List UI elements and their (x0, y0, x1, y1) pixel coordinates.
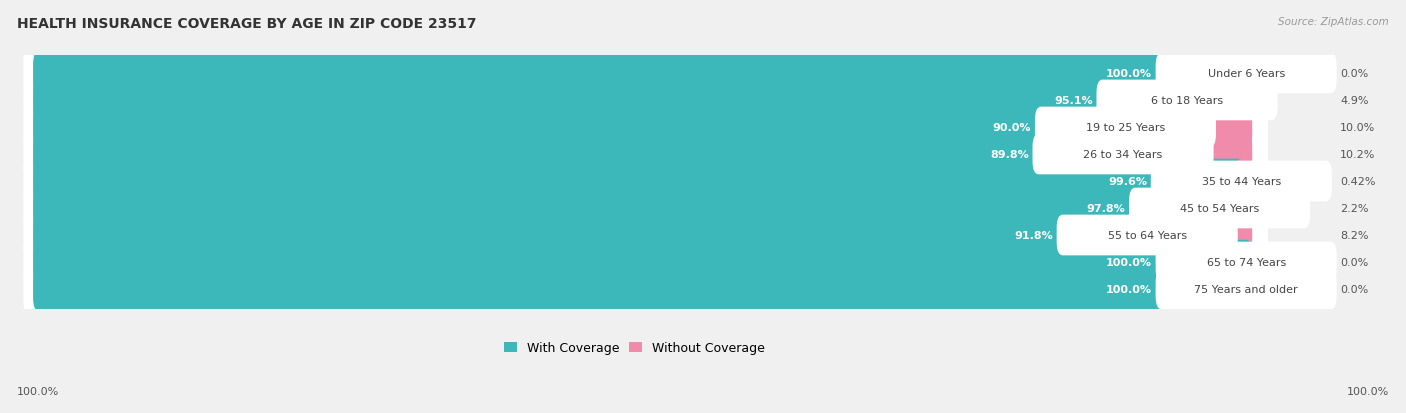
FancyBboxPatch shape (34, 213, 1153, 258)
Text: 6 to 18 Years: 6 to 18 Years (1152, 96, 1223, 106)
Text: 45 to 54 Years: 45 to 54 Years (1180, 204, 1260, 214)
Text: 2.2%: 2.2% (1340, 204, 1369, 214)
FancyBboxPatch shape (1156, 242, 1337, 282)
Text: Source: ZipAtlas.com: Source: ZipAtlas.com (1278, 17, 1389, 26)
Text: 35 to 44 Years: 35 to 44 Years (1202, 177, 1281, 187)
Text: 4.9%: 4.9% (1340, 96, 1369, 106)
FancyBboxPatch shape (34, 52, 1253, 96)
FancyBboxPatch shape (1119, 105, 1253, 150)
FancyBboxPatch shape (24, 95, 1268, 160)
Text: 65 to 74 Years: 65 to 74 Years (1206, 257, 1285, 267)
FancyBboxPatch shape (1116, 133, 1253, 177)
Text: 91.8%: 91.8% (1014, 230, 1053, 240)
FancyBboxPatch shape (34, 78, 1194, 123)
FancyBboxPatch shape (1032, 134, 1213, 175)
Text: 10.2%: 10.2% (1340, 150, 1375, 159)
Legend: With Coverage, Without Coverage: With Coverage, Without Coverage (499, 336, 769, 359)
FancyBboxPatch shape (34, 105, 1132, 150)
FancyBboxPatch shape (34, 267, 1253, 311)
FancyBboxPatch shape (1181, 78, 1253, 123)
Text: 97.8%: 97.8% (1087, 204, 1125, 214)
FancyBboxPatch shape (1097, 81, 1278, 121)
FancyBboxPatch shape (1142, 213, 1253, 258)
FancyBboxPatch shape (1129, 188, 1310, 229)
Text: 95.1%: 95.1% (1054, 96, 1092, 106)
Text: 75 Years and older: 75 Years and older (1194, 284, 1298, 294)
FancyBboxPatch shape (24, 257, 1268, 322)
Text: 100.0%: 100.0% (17, 387, 59, 396)
Text: 90.0%: 90.0% (993, 123, 1032, 133)
FancyBboxPatch shape (1035, 107, 1216, 148)
Text: Under 6 Years: Under 6 Years (1208, 69, 1285, 79)
Text: 99.6%: 99.6% (1108, 177, 1147, 187)
Text: 0.0%: 0.0% (1340, 69, 1368, 79)
Text: 100.0%: 100.0% (1107, 284, 1152, 294)
Text: 100.0%: 100.0% (1347, 387, 1389, 396)
Text: 100.0%: 100.0% (1107, 69, 1152, 79)
Text: 100.0%: 100.0% (1107, 257, 1152, 267)
Text: 10.0%: 10.0% (1340, 123, 1375, 133)
FancyBboxPatch shape (24, 149, 1268, 214)
FancyBboxPatch shape (1156, 269, 1337, 310)
FancyBboxPatch shape (1236, 159, 1253, 204)
Text: 0.0%: 0.0% (1340, 284, 1368, 294)
FancyBboxPatch shape (1150, 161, 1331, 202)
Text: 8.2%: 8.2% (1340, 230, 1369, 240)
FancyBboxPatch shape (34, 159, 1247, 204)
FancyBboxPatch shape (1057, 215, 1237, 256)
FancyBboxPatch shape (24, 203, 1268, 268)
Text: 19 to 25 Years: 19 to 25 Years (1085, 123, 1166, 133)
FancyBboxPatch shape (34, 240, 1253, 285)
FancyBboxPatch shape (24, 122, 1268, 187)
FancyBboxPatch shape (24, 176, 1268, 241)
Text: 89.8%: 89.8% (990, 150, 1029, 159)
Text: 0.0%: 0.0% (1340, 257, 1368, 267)
FancyBboxPatch shape (34, 133, 1129, 177)
FancyBboxPatch shape (24, 41, 1268, 106)
FancyBboxPatch shape (1213, 186, 1253, 231)
FancyBboxPatch shape (24, 230, 1268, 295)
FancyBboxPatch shape (24, 68, 1268, 133)
Text: 0.42%: 0.42% (1340, 177, 1376, 187)
FancyBboxPatch shape (34, 186, 1226, 231)
Text: 26 to 34 Years: 26 to 34 Years (1084, 150, 1163, 159)
Text: HEALTH INSURANCE COVERAGE BY AGE IN ZIP CODE 23517: HEALTH INSURANCE COVERAGE BY AGE IN ZIP … (17, 17, 477, 31)
Text: 55 to 64 Years: 55 to 64 Years (1108, 230, 1187, 240)
FancyBboxPatch shape (1156, 53, 1337, 94)
